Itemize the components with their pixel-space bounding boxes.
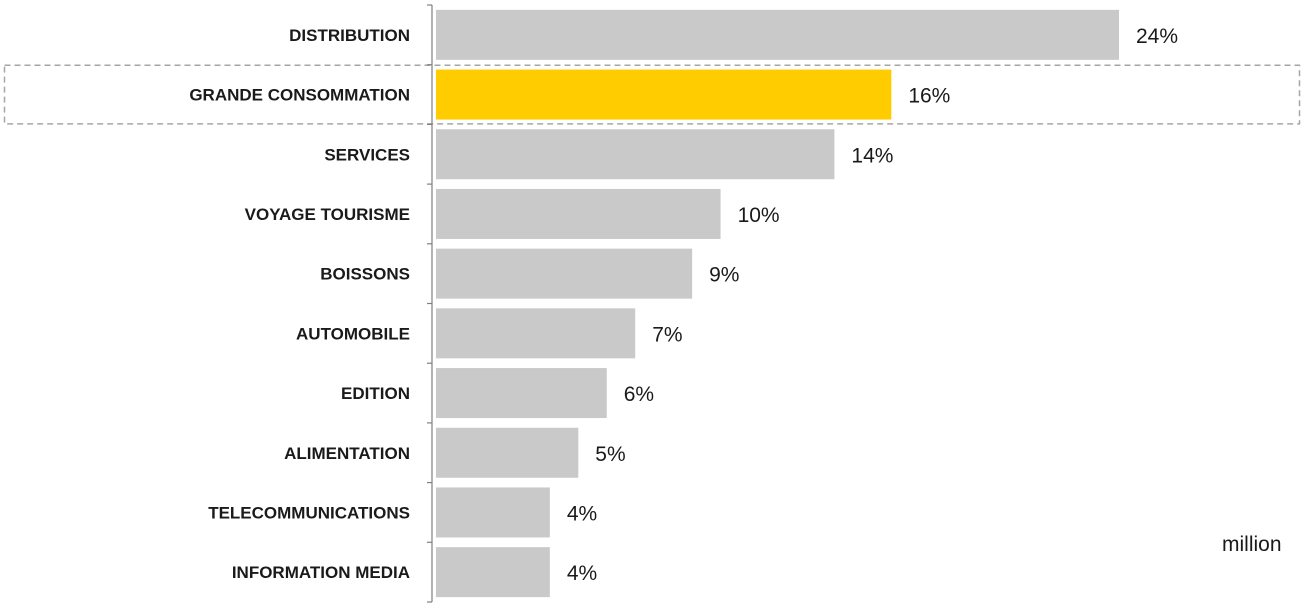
value-label: 4% xyxy=(567,502,597,525)
value-label: 24% xyxy=(1136,25,1178,48)
bar-alimentation xyxy=(436,427,579,478)
value-label: 4% xyxy=(567,562,597,585)
category-label: AUTOMOBILE xyxy=(296,324,410,343)
value-label: 7% xyxy=(652,323,682,346)
value-label: 16% xyxy=(908,85,950,108)
category-label: DISTRIBUTION xyxy=(289,26,410,45)
value-label: 10% xyxy=(738,204,780,227)
category-label: ALIMENTATION xyxy=(284,444,410,463)
million-text: million xyxy=(1222,533,1282,556)
bar-telecommunications xyxy=(436,487,550,538)
bar-boissons xyxy=(436,248,693,299)
bar-distribution xyxy=(436,9,1119,60)
category-label: TELECOMMUNICATIONS xyxy=(208,503,410,522)
bar-services xyxy=(436,129,835,180)
value-label: 6% xyxy=(624,383,654,406)
bar-edition xyxy=(436,368,607,419)
value-label: 9% xyxy=(709,264,739,287)
category-label: SERVICES xyxy=(324,145,410,164)
bar-grande-consommation xyxy=(436,69,892,120)
bar-automobile xyxy=(436,308,636,359)
bar-information-media xyxy=(436,547,550,598)
category-label: BOISSONS xyxy=(320,265,410,284)
value-label: 14% xyxy=(851,144,893,167)
bar-voyage-tourisme xyxy=(436,188,721,239)
category-label: VOYAGE TOURISME xyxy=(245,205,410,224)
category-label: EDITION xyxy=(341,384,410,403)
value-label: 5% xyxy=(595,443,625,466)
category-label: INFORMATION MEDIA xyxy=(232,563,410,582)
highlight-outline xyxy=(3,64,1301,125)
category-label: GRANDE CONSOMMATION xyxy=(189,86,410,105)
